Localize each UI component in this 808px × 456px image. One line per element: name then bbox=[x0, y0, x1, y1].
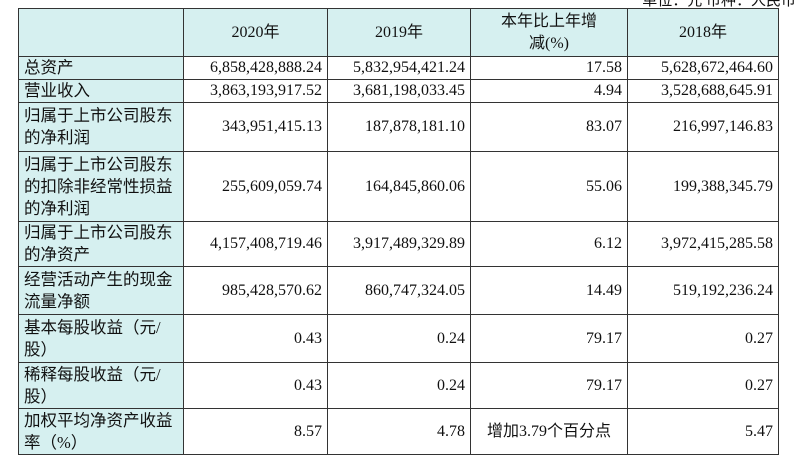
cell: 164,845,860.06 bbox=[327, 151, 471, 222]
table-body: 2020年 2019年 本年比上年增减(%) 2018年 总资产 6,858,428,88… bbox=[18, 8, 779, 455]
cell: 216,997,146.83 bbox=[627, 102, 779, 152]
cell: 3,528,688,645.91 bbox=[627, 79, 779, 103]
cell: 4,157,408,719.46 bbox=[183, 221, 328, 267]
cell: 0.27 bbox=[627, 362, 779, 409]
data-row: 总资产 6,858,428,888.24 5,832,954,421.24 17.58… bbox=[18, 56, 779, 80]
cell: 860,747,324.05 bbox=[327, 266, 471, 315]
financial-table: 2020年 2019年 本年比上年增减(%) 2018年 总资产 6,858,428,88… bbox=[18, 8, 779, 455]
data-row: 归属于上市公司股东的净资产 4,157,408,719.46 3,917,489,3… bbox=[18, 221, 779, 267]
row-label: 稀释每股收益（元/股） bbox=[18, 362, 184, 409]
cell: 4.94 bbox=[470, 79, 628, 103]
cell: 14.49 bbox=[470, 266, 628, 315]
row-label: 加权平均净资产收益率（%） bbox=[18, 408, 184, 455]
cell: 3,917,489,329.89 bbox=[327, 221, 471, 267]
data-row: 归属于上市公司股东的净利润 343,951,415.13 187,878,181.1… bbox=[18, 102, 779, 152]
cell: 8.57 bbox=[183, 408, 328, 455]
cell: 0.24 bbox=[327, 314, 471, 363]
row-label: 经营活动产生的现金流量净额 bbox=[18, 266, 184, 315]
cell: 0.27 bbox=[627, 314, 779, 363]
row-label: 归属于上市公司股东的净资产 bbox=[18, 221, 184, 267]
cell: 187,878,181.10 bbox=[327, 102, 471, 152]
row-label: 归属于上市公司股东的扣除非经常性损益的净利润 bbox=[18, 151, 184, 222]
cell: 0.43 bbox=[183, 362, 328, 409]
cell: 0.24 bbox=[327, 362, 471, 409]
cell: 4.78 bbox=[327, 408, 471, 455]
row-label: 基本每股收益（元/股） bbox=[18, 314, 184, 363]
cell: 17.58 bbox=[470, 56, 628, 80]
cell: 5.47 bbox=[627, 408, 779, 455]
unit-note: 单位：元 币种：人民币 bbox=[642, 0, 796, 9]
cell: 985,428,570.62 bbox=[183, 266, 328, 315]
data-row: 经营活动产生的现金流量净额 985,428,570.62 860,747,324.0… bbox=[18, 266, 779, 315]
data-row: 归属于上市公司股东的扣除非经常性损益的净利润 255,609,059.74 164,… bbox=[18, 151, 779, 222]
cell: 199,388,345.79 bbox=[627, 151, 779, 222]
cell: 6,858,428,888.24 bbox=[183, 56, 328, 80]
cell: 255,609,059.74 bbox=[183, 151, 328, 222]
cell: 3,863,193,917.52 bbox=[183, 79, 328, 103]
header-cell: 2018年 bbox=[627, 8, 779, 57]
cell: 519,192,236.24 bbox=[627, 266, 779, 315]
header-cell: 2020年 bbox=[183, 8, 328, 57]
data-row: 稀释每股收益（元/股） 0.43 0.24 79.17 0.27 bbox=[18, 362, 779, 409]
row-label: 总资产 bbox=[18, 56, 184, 80]
data-row: 加权平均净资产收益率（%） 8.57 4.78 增加3.79个百分点 5.47 bbox=[18, 408, 779, 455]
row-label: 营业收入 bbox=[18, 79, 184, 103]
row-label: 归属于上市公司股东的净利润 bbox=[18, 102, 184, 152]
cell: 增加3.79个百分点 bbox=[470, 408, 628, 455]
cell: 79.17 bbox=[470, 362, 628, 409]
cell: 79.17 bbox=[470, 314, 628, 363]
cell: 343,951,415.13 bbox=[183, 102, 328, 152]
cell: 83.07 bbox=[470, 102, 628, 152]
header-cell: 2019年 bbox=[327, 8, 471, 57]
cell: 6.12 bbox=[470, 221, 628, 267]
data-row: 基本每股收益（元/股） 0.43 0.24 79.17 0.27 bbox=[18, 314, 779, 363]
data-row: 营业收入 3,863,193,917.52 3,681,198,033.45 4.94… bbox=[18, 79, 779, 103]
header-cell: 本年比上年增减(%) bbox=[470, 8, 628, 57]
cell: 55.06 bbox=[470, 151, 628, 222]
cell: 0.43 bbox=[183, 314, 328, 363]
header-cell bbox=[18, 8, 184, 57]
header-row: 2020年 2019年 本年比上年增减(%) 2018年 bbox=[18, 8, 779, 57]
cell: 3,972,415,285.58 bbox=[627, 221, 779, 267]
cell: 5,832,954,421.24 bbox=[327, 56, 471, 80]
cell: 5,628,672,464.60 bbox=[627, 56, 779, 80]
cell: 3,681,198,033.45 bbox=[327, 79, 471, 103]
